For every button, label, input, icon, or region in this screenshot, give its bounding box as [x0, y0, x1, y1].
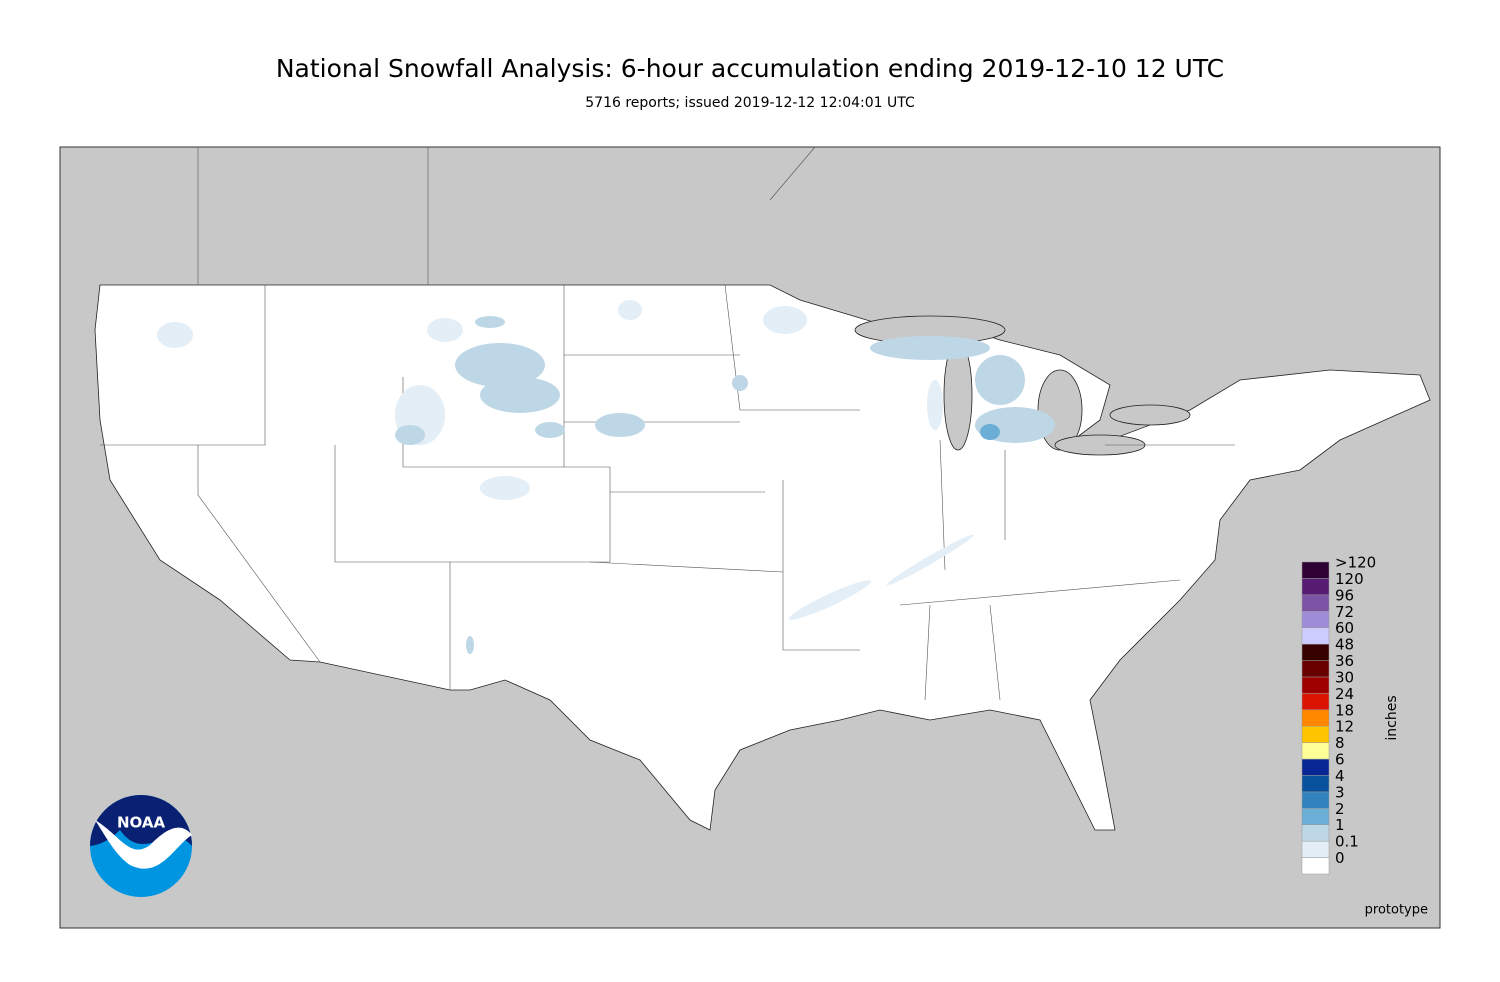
colorbar-label: 2	[1335, 800, 1345, 818]
logo-text: NOAA	[117, 814, 166, 832]
colorbar-label: >120	[1335, 554, 1376, 572]
colorbar-swatch	[1301, 824, 1330, 842]
colorbar-swatch	[1301, 561, 1330, 579]
noaa-logo: NOAA	[90, 795, 192, 897]
colorbar-label: 30	[1335, 668, 1354, 686]
colorbar-label: 48	[1335, 636, 1354, 654]
colorbar-label: 18	[1335, 701, 1354, 719]
colorbar-label: 3	[1335, 783, 1345, 801]
colorbar-swatch	[1301, 611, 1330, 628]
colorbar-swatch	[1301, 643, 1330, 661]
colorbar-swatch	[1301, 578, 1330, 596]
colorbar-swatch	[1301, 857, 1330, 875]
colorbar-label: 72	[1335, 603, 1354, 621]
footer-note: prototype	[1365, 903, 1428, 918]
colorbar-label: 36	[1335, 652, 1354, 670]
colorbar-swatch	[1301, 791, 1330, 809]
colorbar-swatch	[1301, 693, 1330, 711]
colorbar-label: 0	[1335, 849, 1345, 867]
colorbar-label: 120	[1335, 570, 1364, 588]
colorbar-unit: inches	[1384, 695, 1400, 740]
colorbar-swatch	[1301, 808, 1330, 825]
subtitle: 5716 reports; issued 2019-12-12 12:04:01…	[585, 95, 915, 111]
colorbar-label: 6	[1335, 751, 1345, 769]
colorbar-swatch	[1301, 627, 1330, 645]
colorbar-label: 4	[1335, 767, 1345, 785]
snowfall-areas	[157, 300, 1055, 654]
colorbar-swatch	[1301, 775, 1330, 793]
colorbar-swatch	[1301, 676, 1330, 694]
colorbar-label: 96	[1335, 586, 1354, 604]
colorbar-swatch	[1301, 660, 1330, 678]
colorbar-swatch	[1301, 709, 1330, 727]
colorbar-label: 0.1	[1335, 833, 1359, 851]
colorbar-swatch	[1301, 725, 1330, 743]
colorbar-swatch	[1301, 758, 1330, 776]
colorbar-swatch	[1301, 742, 1330, 760]
colorbar-swatch	[1301, 594, 1330, 612]
colorbar-label: 60	[1335, 619, 1354, 637]
title: National Snowfall Analysis: 6-hour accum…	[276, 54, 1224, 83]
colorbar-label: 24	[1335, 685, 1354, 703]
colorbar-swatch	[1301, 840, 1330, 858]
colorbar-label: 1	[1335, 816, 1345, 834]
colorbar-label: 12	[1335, 718, 1354, 736]
colorbar-label: 8	[1335, 734, 1345, 752]
